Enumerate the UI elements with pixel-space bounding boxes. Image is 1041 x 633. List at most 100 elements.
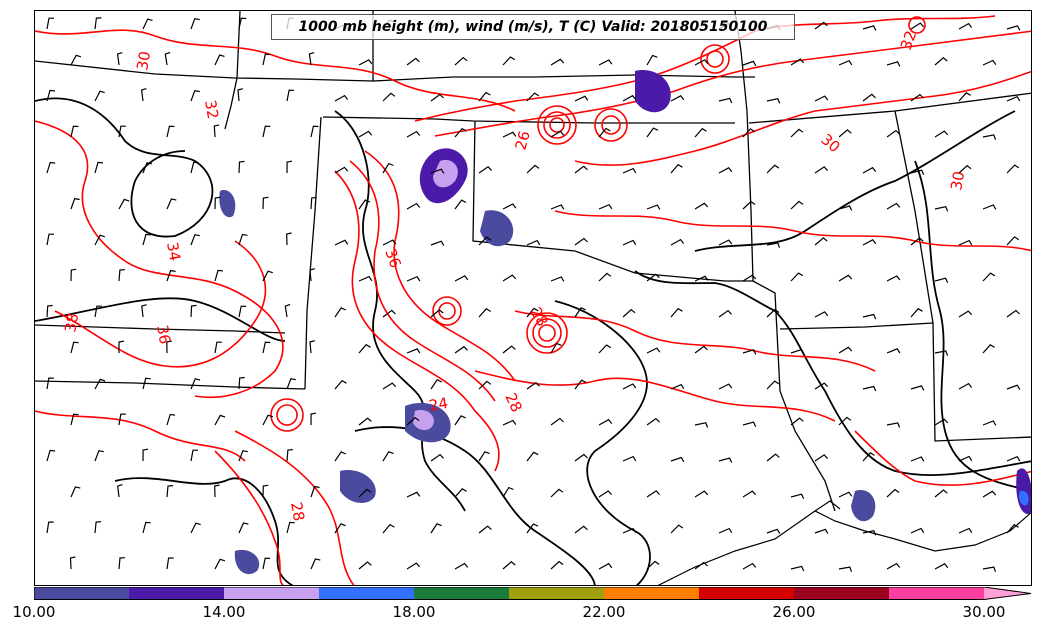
wind-barb [454,345,468,354]
wind-barb [838,346,853,354]
wind-barb [862,239,877,246]
wind-barb [694,127,707,138]
wind-barb [358,488,372,498]
temp-contour-line [514,310,876,372]
map-title-box: 1000 mb height (m), wind (m/s), T (C) Va… [271,14,795,40]
wind-barb [958,164,972,174]
storm-contour [601,115,621,135]
wind-barb [694,59,709,66]
wind-barb [406,275,421,282]
storm-contour [543,111,571,139]
wind-barb [94,17,102,30]
wind-barb [622,308,636,318]
temp-contour-line [574,70,1031,166]
wind-barb [454,275,469,282]
wind-barb [310,558,321,570]
wind-barb [526,92,540,102]
wind-barb [622,383,637,390]
wind-barb [934,489,948,498]
wind-barb [814,166,829,174]
wind-barb [910,456,925,462]
wind-barb [790,417,804,426]
wind-barb [358,417,372,426]
wind-barb [958,310,973,318]
wind-barb [862,385,877,392]
wind-barb [213,124,220,138]
wind-barb [70,125,79,138]
wind-barb [766,308,780,318]
temp-contour-line [554,210,1031,252]
wind-barb [166,269,176,282]
wind-barb [814,382,829,390]
wind-barb [214,269,223,282]
wind-barb [598,59,613,66]
storm-contour [526,312,568,354]
wind-barb [166,485,174,498]
wind-barb [886,422,901,428]
wind-barb [46,161,56,174]
wind-barb [646,127,659,138]
wind-barb [190,90,200,102]
wind-barb [430,379,442,390]
colorbar [34,587,1032,600]
state-borders [35,11,1031,512]
wind-barb [214,484,220,498]
temp-contour-line [349,160,496,402]
coastline-path [814,500,841,512]
wind-barb [334,94,349,102]
wind-barb [286,449,293,462]
wind-barb [694,422,709,428]
wind-barb [550,58,565,66]
wind-barb [694,490,709,498]
border-line [752,280,836,512]
wind-barb [934,57,948,66]
wind-barb [141,304,147,318]
wind-barb [382,239,397,246]
border-line [472,120,753,282]
wind-barb [910,307,923,318]
wind-barb [574,165,588,174]
wind-barb [838,491,853,498]
wind-barb [526,451,539,462]
wind-barb [838,205,853,211]
wind-barb [502,561,516,570]
wind-barb [286,521,295,534]
wind-barb [238,376,245,390]
wind-barb [1006,309,1020,318]
wind-barb [262,414,274,426]
wind-barb [214,414,226,426]
height-contour-line [554,300,651,585]
wind-barb [814,95,829,102]
wind-barb [982,204,997,210]
temp-contour-line [234,430,355,585]
contour-label: 24 [428,394,450,415]
wind-barb [454,562,469,570]
wind-barb [790,348,805,355]
wind-barb [262,341,271,354]
temp-contour-line [35,29,516,112]
height-contour-line [114,477,294,585]
border-line [734,11,754,282]
wind-barb [382,162,394,174]
wind-barb [237,88,243,102]
wind-barb [116,52,123,66]
wind-barb [70,413,79,426]
wind-barb [430,168,445,174]
wind-barb [358,275,373,282]
wind-barb [142,521,151,534]
wind-barb [358,343,371,354]
colorbar-extend-arrow [984,587,1032,600]
wind-barb [238,305,247,318]
wind-barb [118,198,130,210]
wind-barb [742,200,756,210]
wind-barb [478,166,493,174]
wind-barb [430,240,445,246]
wind-barb [190,378,201,390]
wind-barb [910,237,924,246]
wind-barb [766,453,780,462]
storm-contour [549,117,565,133]
colorbar-segment [889,587,984,600]
storm-contour [270,398,304,432]
wind-barb [886,61,901,67]
wind-barb [598,418,613,426]
